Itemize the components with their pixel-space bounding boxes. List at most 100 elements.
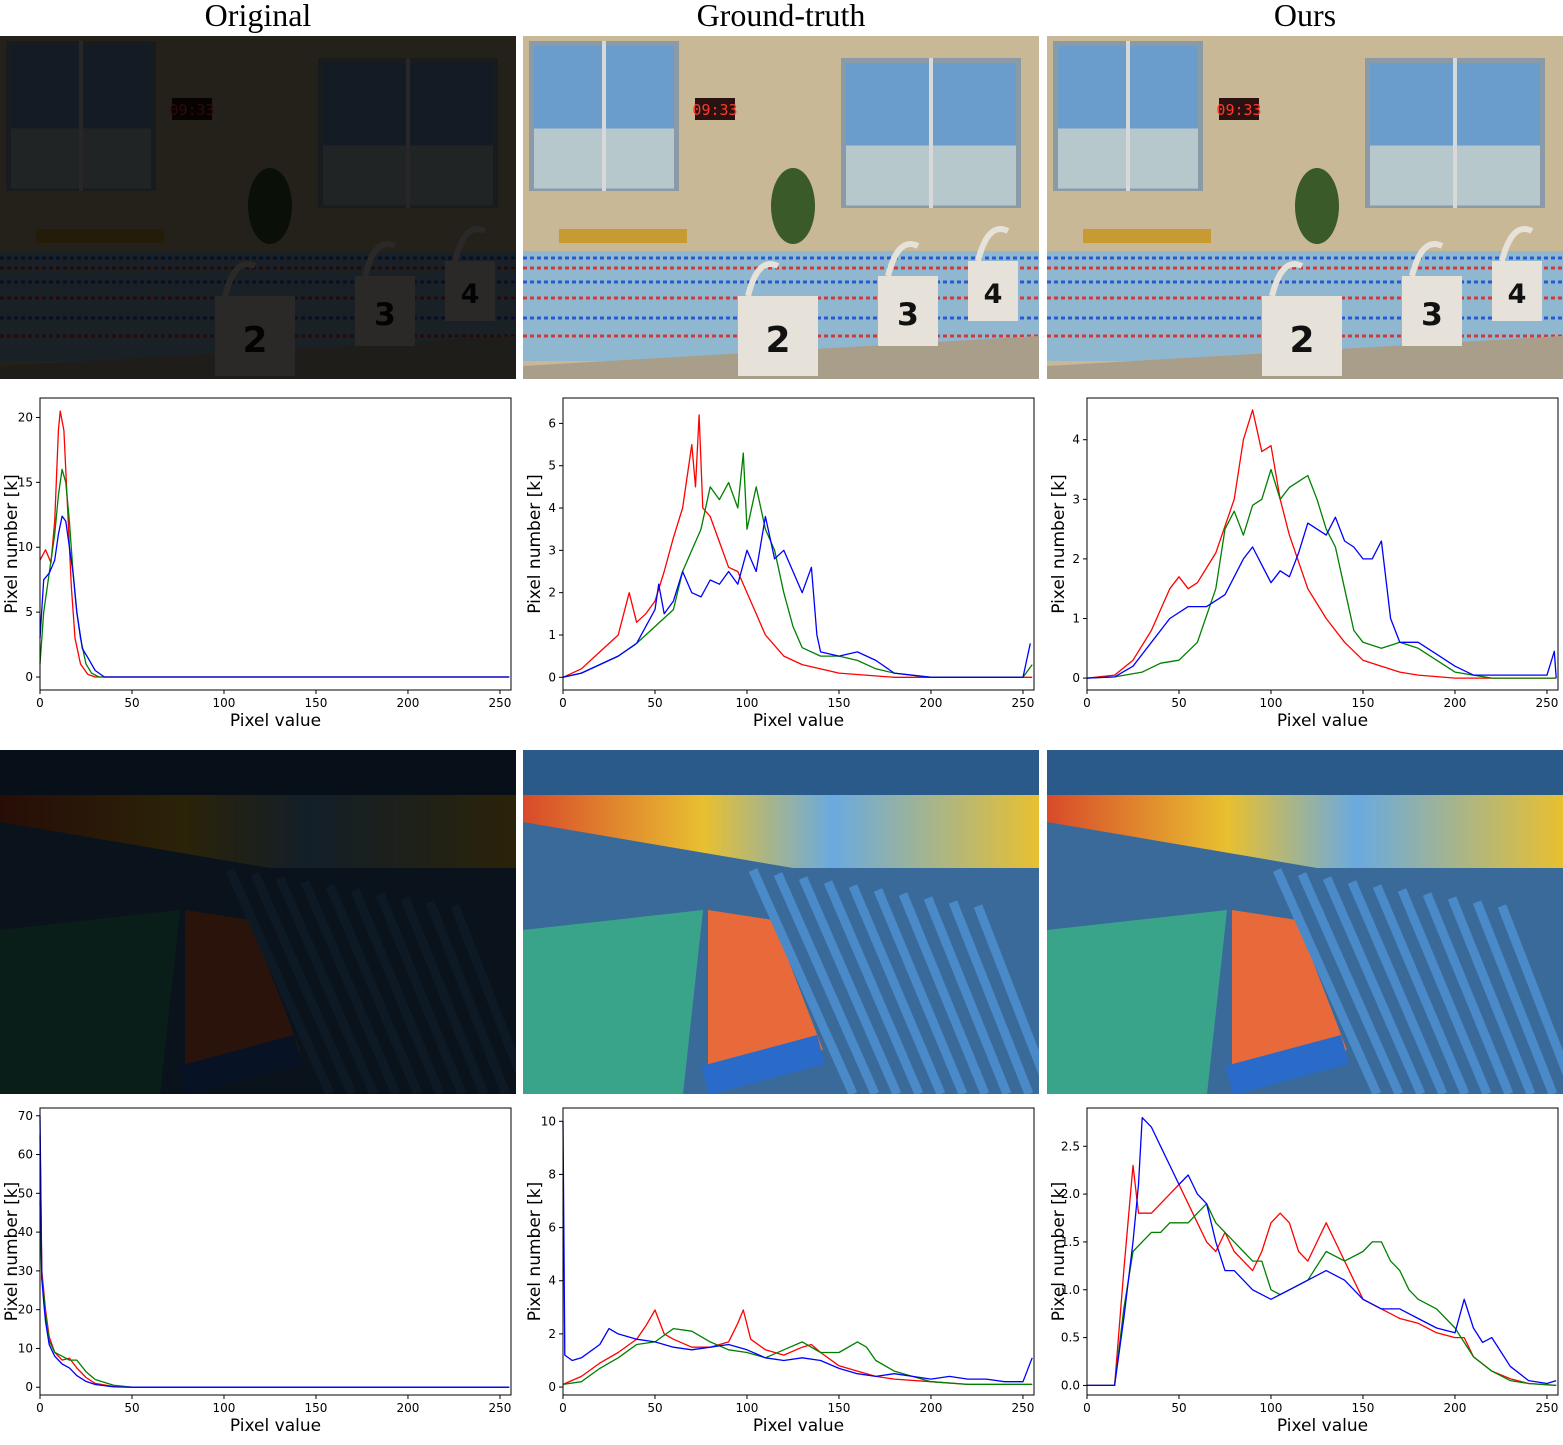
histogram-pool-ours: 0 50 100 150 200 250 0 1 2 3 4 Pixel value Pixel num… bbox=[1047, 390, 1563, 740]
x-tick-label: 0 bbox=[36, 1401, 44, 1415]
x-tick-label: 250 bbox=[1536, 1401, 1559, 1415]
series-line-blue bbox=[39, 515, 510, 678]
plot-frame bbox=[1086, 1107, 1559, 1396]
y-tick-label: 0 bbox=[25, 1380, 33, 1394]
y-tick-label: 2 bbox=[1072, 552, 1080, 566]
plot-frame bbox=[39, 397, 512, 691]
y-tick-label: 0.0 bbox=[1061, 1378, 1080, 1392]
arena-scene bbox=[523, 750, 1039, 1094]
series-line-red bbox=[562, 414, 1033, 678]
x-tick-label: 50 bbox=[124, 696, 139, 710]
y-tick-label: 0.5 bbox=[1061, 1331, 1080, 1345]
series-line-blue bbox=[1087, 1116, 1557, 1387]
x-tick-label: 250 bbox=[1536, 696, 1559, 710]
lane-number: 2 bbox=[765, 320, 790, 361]
y-tick-label: 0 bbox=[25, 670, 33, 684]
x-tick-label: 50 bbox=[647, 1401, 662, 1415]
y-tick-label: 1.5 bbox=[1061, 1235, 1080, 1249]
series-line-green bbox=[1086, 468, 1557, 679]
y-tick-label: 0 bbox=[548, 670, 556, 684]
x-tick-label: 150 bbox=[828, 696, 851, 710]
series-line-red bbox=[1087, 1164, 1557, 1387]
lane-number: 3 bbox=[897, 297, 919, 333]
x-axis-label: Pixel value bbox=[753, 1416, 844, 1436]
x-axis-label: Pixel value bbox=[1277, 1416, 1368, 1436]
y-tick-label: 60 bbox=[18, 1148, 33, 1162]
series-line-green bbox=[1087, 1203, 1557, 1387]
x-tick-label: 100 bbox=[213, 696, 236, 710]
y-tick-label: 6 bbox=[548, 416, 556, 430]
y-tick-label: 8 bbox=[548, 1167, 556, 1181]
x-tick-label: 0 bbox=[1083, 696, 1091, 710]
histogram-arena-ground-truth: 0 50 100 150 200 250 0 2 4 6 8 10 Pixel value Pixel n… bbox=[523, 1100, 1039, 1445]
arena-image-ours bbox=[1047, 750, 1563, 1094]
x-tick-label: 150 bbox=[305, 696, 328, 710]
column-title-ground-truth: Ground-truth bbox=[696, 0, 866, 33]
series-line-green bbox=[39, 468, 510, 678]
x-tick-label: 0 bbox=[559, 696, 567, 710]
x-tick-label: 50 bbox=[1171, 696, 1186, 710]
histogram-arena-original: 0 50 100 150 200 250 0 10 20 30 40 50 60 70 Pixel valu… bbox=[0, 1100, 516, 1445]
y-tick-label: 1 bbox=[548, 628, 556, 642]
x-tick-label: 100 bbox=[736, 1401, 759, 1415]
x-tick-label: 150 bbox=[1352, 696, 1375, 710]
x-tick-label: 100 bbox=[1260, 696, 1283, 710]
y-tick-label: 5 bbox=[25, 605, 33, 619]
x-tick-label: 250 bbox=[1012, 696, 1035, 710]
x-tick-label: 200 bbox=[397, 1401, 420, 1415]
x-axis-label: Pixel value bbox=[230, 1416, 321, 1436]
plot-frame bbox=[562, 397, 1035, 691]
x-tick-label: 50 bbox=[647, 696, 662, 710]
x-tick-label: 0 bbox=[1083, 1401, 1091, 1415]
y-tick-label: 4 bbox=[1072, 433, 1080, 447]
pool-clock-upper: 09:33 bbox=[692, 101, 737, 119]
y-tick-label: 1.0 bbox=[1061, 1283, 1080, 1297]
lane-number: 3 bbox=[1421, 297, 1443, 333]
y-axis-label: Pixel number [k] bbox=[525, 1182, 545, 1322]
y-axis-label: Pixel number [k] bbox=[2, 474, 22, 614]
histogram-pool-original: 0 50 100 150 200 250 0 5 10 15 20 Pixel value Pixel … bbox=[0, 390, 516, 740]
column-title-original: Original bbox=[204, 0, 312, 33]
y-tick-label: 6 bbox=[548, 1221, 556, 1235]
series-line-red bbox=[1086, 409, 1557, 679]
series-line-blue bbox=[562, 1121, 1033, 1383]
y-tick-label: 40 bbox=[18, 1225, 33, 1239]
arena-scene bbox=[0, 750, 516, 1094]
y-tick-label: 10 bbox=[18, 1341, 33, 1355]
series-line-blue bbox=[39, 1115, 510, 1388]
y-tick-label: 0 bbox=[548, 1380, 556, 1394]
y-tick-label: 4 bbox=[548, 501, 556, 515]
x-tick-label: 200 bbox=[1444, 696, 1467, 710]
y-tick-label: 15 bbox=[18, 475, 33, 489]
x-tick-label: 100 bbox=[736, 696, 759, 710]
x-tick-label: 100 bbox=[213, 1401, 236, 1415]
arena-image-ground-truth bbox=[523, 750, 1039, 1094]
y-tick-label: 70 bbox=[18, 1109, 33, 1123]
series-line-red bbox=[39, 410, 510, 678]
y-tick-label: 0 bbox=[1072, 671, 1080, 685]
y-axis-label: Pixel number [k] bbox=[1049, 1182, 1069, 1322]
y-tick-label: 20 bbox=[18, 1303, 33, 1317]
x-tick-label: 150 bbox=[1352, 1401, 1375, 1415]
x-tick-label: 50 bbox=[124, 1401, 139, 1415]
y-tick-label: 3 bbox=[1072, 492, 1080, 506]
y-tick-label: 50 bbox=[18, 1186, 33, 1200]
series-line-green bbox=[562, 1327, 1033, 1386]
y-tick-label: 2 bbox=[548, 1327, 556, 1341]
x-tick-label: 100 bbox=[1260, 1401, 1283, 1415]
x-axis-label: Pixel value bbox=[230, 711, 321, 731]
histogram-arena-ours: 0 50 100 150 200 250 0.0 0.5 1.0 1.5 2.0 2.5 Pixel v… bbox=[1047, 1100, 1563, 1445]
series-line-green bbox=[562, 452, 1033, 678]
y-axis-label: Pixel number [k] bbox=[1049, 474, 1069, 614]
x-tick-label: 200 bbox=[1444, 1401, 1467, 1415]
series-line-red bbox=[562, 1309, 1033, 1386]
y-tick-label: 2 bbox=[548, 586, 556, 600]
column-title-ours: Ours bbox=[1273, 0, 1337, 33]
series-line-green bbox=[39, 1201, 510, 1388]
lane-number: 4 bbox=[984, 279, 1003, 310]
series-line-red bbox=[39, 1135, 510, 1388]
